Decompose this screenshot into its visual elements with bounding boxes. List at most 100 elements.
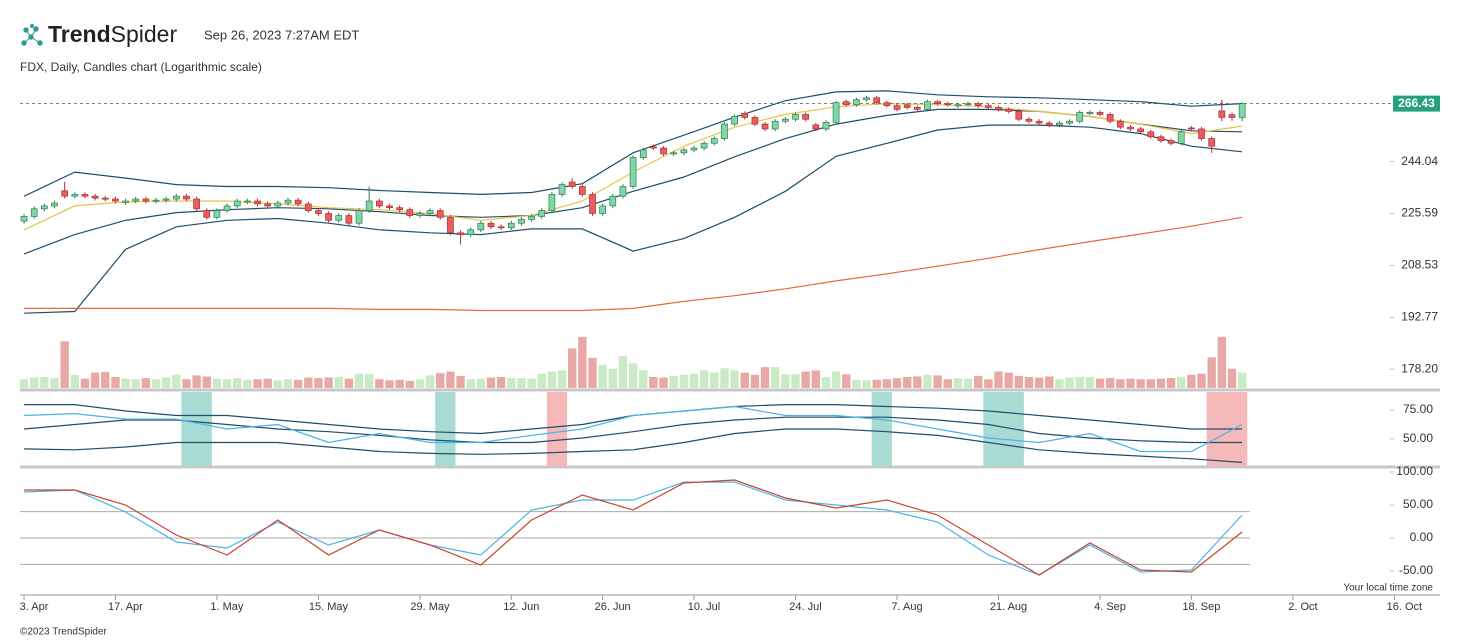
oscillator-line — [24, 481, 1243, 576]
volume-bar — [1034, 377, 1044, 388]
candle-body — [619, 186, 627, 197]
overlay-line — [23, 90, 1243, 197]
volume-bar — [801, 371, 810, 388]
volume-bar — [821, 377, 831, 388]
volume-bar — [781, 374, 790, 388]
x-tick-label: 10. Jul — [688, 601, 720, 613]
volume-bar — [598, 364, 607, 388]
last-price-tag — [1393, 95, 1440, 112]
candle-body — [122, 200, 129, 203]
candle-body — [822, 121, 830, 130]
volume-bar — [740, 372, 749, 388]
candle-body — [426, 210, 434, 214]
volume-bar — [649, 377, 658, 388]
volume-bar — [1177, 377, 1186, 388]
candle-body — [142, 198, 150, 202]
volume-bar — [760, 367, 770, 388]
y-tick-label: 50.00 — [1403, 497, 1433, 511]
candle-body — [162, 198, 170, 201]
volume-bar — [720, 368, 729, 388]
volume-bar — [1126, 378, 1135, 388]
candle-body — [1208, 138, 1216, 147]
candle-body — [924, 101, 931, 110]
candle-body — [497, 226, 505, 229]
candle-body — [944, 103, 952, 106]
volume-bar — [618, 356, 628, 388]
candle-body — [355, 210, 363, 224]
candle-body — [213, 210, 221, 218]
x-tick-label: 29. May — [410, 601, 450, 613]
candle-body — [203, 210, 211, 218]
candle-body — [832, 102, 840, 123]
candle-body — [690, 147, 698, 151]
volume-bar — [669, 375, 678, 388]
volume-bar — [121, 378, 130, 388]
candle-body — [700, 142, 708, 149]
candle-body — [396, 207, 403, 211]
candle-body — [721, 123, 728, 139]
volume-bar — [405, 380, 414, 388]
candle-body — [101, 197, 109, 200]
volume-bar — [1197, 373, 1206, 388]
volume-bar — [943, 379, 952, 388]
candle-body — [538, 210, 546, 217]
volume-bar — [314, 378, 323, 388]
volume-bar — [141, 378, 151, 388]
candle-body — [842, 101, 850, 106]
volume-bar — [852, 379, 861, 388]
candle-body — [558, 184, 566, 195]
candle-body — [244, 200, 251, 203]
candle-body — [436, 210, 444, 218]
volume-bar — [50, 378, 59, 388]
volume-bar — [1166, 378, 1176, 388]
candle-body — [639, 149, 647, 159]
x-tick-label: 26. Jun — [595, 601, 631, 613]
x-tick-label: 24. Jul — [789, 601, 821, 613]
volume-bar — [364, 374, 374, 388]
volume-bar — [182, 379, 191, 388]
candle-body — [325, 213, 332, 221]
y-tick-label: 100.00 — [1396, 464, 1433, 478]
volume-bar — [131, 379, 140, 388]
volume-bar — [80, 378, 90, 388]
candle-body — [1116, 120, 1124, 128]
volume-bar — [974, 375, 983, 388]
y-tick-label: 192.77 — [1401, 310, 1438, 324]
candle-body — [548, 194, 556, 211]
volume-bar — [212, 378, 222, 388]
candle-body — [1056, 122, 1063, 126]
candle-body — [660, 147, 667, 155]
volume-bar — [547, 371, 557, 388]
volume-bar — [994, 371, 1003, 388]
candle-body — [30, 208, 38, 217]
volume-bar — [486, 377, 496, 388]
volume-bar — [953, 378, 963, 388]
y-tick-label: -50.00 — [1399, 563, 1433, 577]
y-tick-label: 50.00 — [1403, 431, 1433, 445]
candle-body — [193, 198, 200, 210]
candle-body — [873, 97, 881, 104]
volume-bar — [161, 377, 171, 388]
oscillator-line — [24, 428, 1243, 463]
volume-bar — [1004, 372, 1013, 388]
logo-bold: Trend — [48, 21, 111, 47]
volume-bar — [628, 363, 638, 388]
x-tick-label: 2. Oct — [1288, 601, 1317, 613]
x-tick-label: 12. Jun — [503, 601, 539, 613]
volume-bar — [791, 374, 800, 388]
volume-bar — [578, 336, 587, 388]
x-tick-label: 3. Apr — [20, 601, 49, 613]
volume-bar — [1187, 374, 1196, 388]
candle-body — [883, 102, 891, 107]
y-tick-label: 178.20 — [1401, 361, 1438, 375]
volume-bar — [334, 377, 343, 388]
y-tick-label: 0.00 — [1410, 530, 1434, 544]
timestamp: Sep 26, 2023 7:27AM EDT — [204, 27, 359, 42]
candle-body — [670, 152, 678, 155]
volume-bar — [425, 375, 435, 388]
volume-bar — [1237, 372, 1247, 388]
candle-body — [1035, 120, 1043, 124]
volume-bar — [304, 377, 313, 388]
candle-body — [1005, 109, 1013, 112]
candle-body — [1188, 127, 1195, 130]
